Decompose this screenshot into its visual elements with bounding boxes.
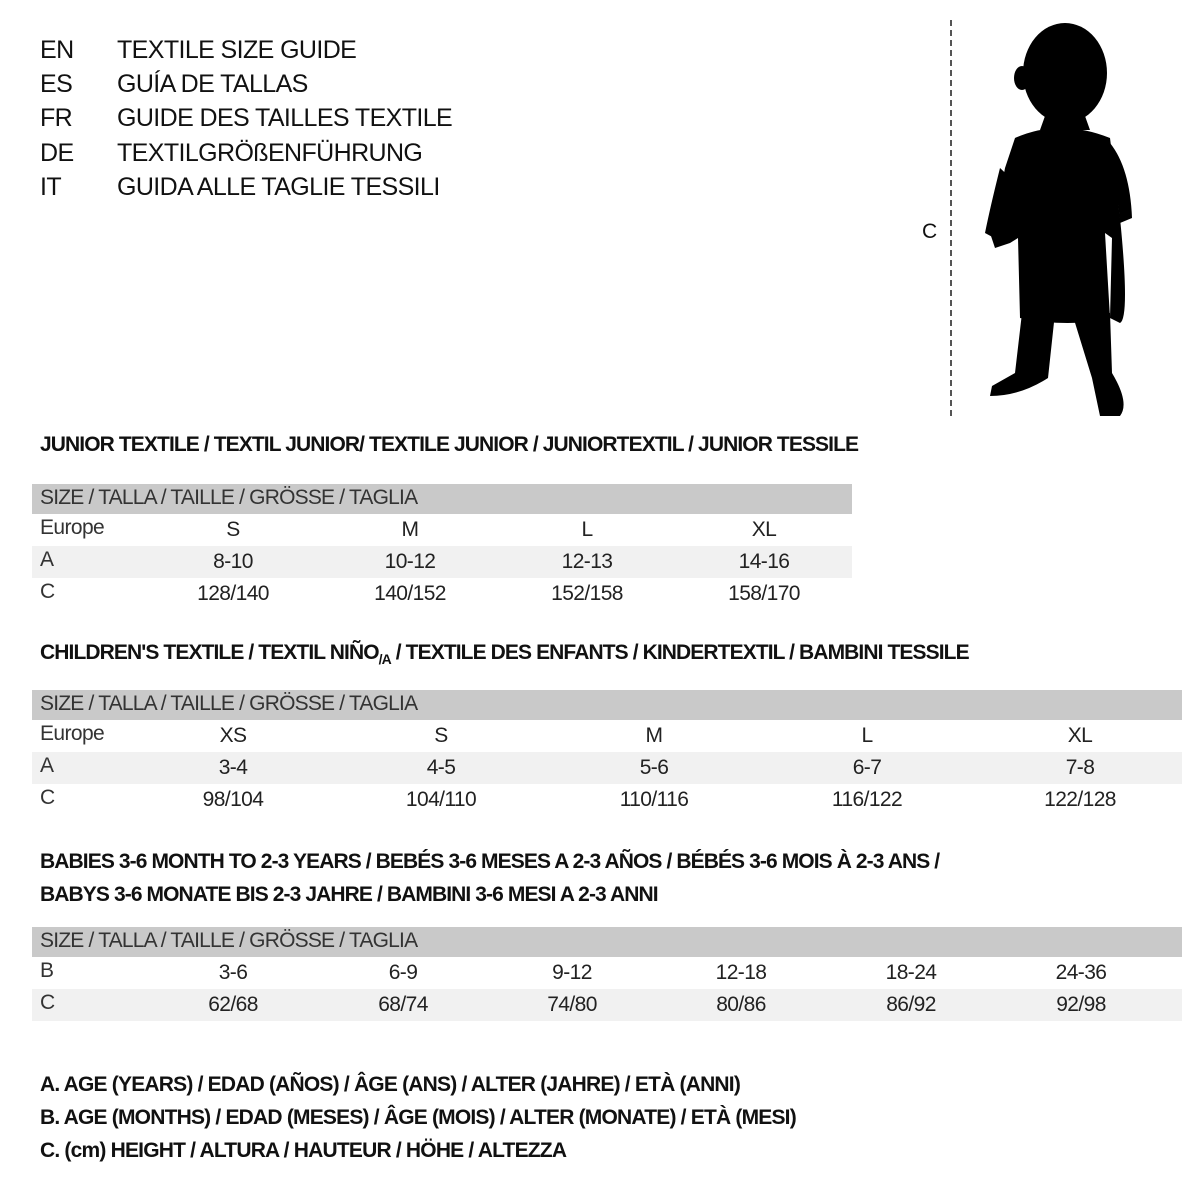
table-row: Europe S M L XL	[32, 514, 852, 546]
babies-section-title-line2: BABYS 3-6 MONATE BIS 2-3 JAHRE / BAMBINI…	[40, 883, 659, 906]
table-header-label: SIZE / TALLA / TAILLE / GRÖSSE / TAGLIA	[40, 929, 418, 952]
title-text: GUÍA DE TALLAS	[117, 70, 308, 98]
row-label: C	[40, 580, 55, 603]
row-label: Europe	[40, 516, 105, 539]
babies-size-table: SIZE / TALLA / TAILLE / GRÖSSE / TAGLIA …	[32, 927, 1182, 1021]
title-part: / TEXTILE DES ENFANTS / KINDERTEXTIL / B…	[390, 641, 970, 664]
table-cell: 68/74	[378, 993, 428, 1016]
lang-code: DE	[40, 139, 74, 167]
row-label: B	[40, 959, 54, 982]
table-cell: XS	[219, 724, 247, 747]
table-cell: 110/116	[619, 788, 689, 811]
table-cell: 122/128	[1044, 788, 1116, 811]
table-cell: L	[861, 724, 873, 747]
legend-item: A. AGE (YEARS) / EDAD (AÑOS) / ÂGE (ANS)…	[40, 1073, 741, 1096]
table-cell: 9-12	[552, 961, 592, 984]
table-cell: M	[645, 724, 664, 747]
lang-code: ES	[40, 70, 73, 98]
table-cell: 116/122	[831, 788, 903, 811]
table-cell: S	[226, 518, 240, 541]
table-cell: 128/140	[197, 582, 269, 605]
title-part: CHILDREN'S TEXTILE / TEXTIL NIÑO	[40, 641, 380, 664]
table-header-row: SIZE / TALLA / TAILLE / GRÖSSE / TAGLIA	[32, 690, 1182, 720]
lang-code: FR	[40, 104, 73, 132]
table-cell: 3-6	[218, 961, 248, 984]
table-row: C 128/140 140/152 152/158 158/170	[32, 578, 852, 610]
table-cell: 74/80	[547, 993, 597, 1016]
table-cell: 5-6	[639, 756, 669, 779]
table-cell: 80/86	[716, 993, 766, 1016]
title-text: GUIDA ALLE TAGLIE TESSILI	[117, 173, 440, 201]
table-row: Europe XS S M L XL	[32, 720, 1182, 752]
table-cell: 92/98	[1056, 993, 1106, 1016]
row-label: C	[40, 786, 55, 809]
table-cell: 4-5	[426, 756, 456, 779]
row-label: A	[40, 548, 54, 571]
table-cell: 8-10	[213, 550, 253, 573]
table-cell: 24-36	[1055, 961, 1107, 984]
junior-size-table: SIZE / TALLA / TAILLE / GRÖSSE / TAGLIA …	[32, 484, 852, 610]
table-cell: 10-12	[384, 550, 436, 573]
table-cell: 3-4	[218, 756, 248, 779]
table-cell: 62/68	[208, 993, 258, 1016]
table-cell: XL	[1067, 724, 1093, 747]
title-text: TEXTILE SIZE GUIDE	[117, 36, 357, 64]
height-measure-label: C	[922, 220, 937, 243]
table-header-label: SIZE / TALLA / TAILLE / GRÖSSE / TAGLIA	[40, 486, 418, 509]
table-cell: 86/92	[886, 993, 936, 1016]
table-row: B 3-6 6-9 9-12 12-18 18-24 24-36	[32, 957, 1182, 989]
row-label: Europe	[40, 722, 105, 745]
table-cell: 14-16	[738, 550, 790, 573]
row-label: A	[40, 754, 54, 777]
child-silhouette-icon	[985, 23, 1132, 416]
lang-code: IT	[40, 173, 62, 201]
table-row: C 98/104 104/110 110/116 116/122 122/128	[32, 784, 1182, 816]
legend-item: B. AGE (MONTHS) / EDAD (MESES) / ÂGE (MO…	[40, 1106, 797, 1129]
table-cell: 98/104	[202, 788, 264, 811]
table-row: C 62/68 68/74 74/80 80/86 86/92 92/98	[32, 989, 1182, 1021]
table-row: A 3-4 4-5 5-6 6-7 7-8	[32, 752, 1182, 784]
table-cell: 140/152	[374, 582, 446, 605]
table-header-row: SIZE / TALLA / TAILLE / GRÖSSE / TAGLIA	[32, 484, 852, 514]
table-cell: M	[401, 518, 420, 541]
table-cell: 6-7	[852, 756, 882, 779]
table-cell: 158/170	[728, 582, 800, 605]
legend-item: C. (cm) HEIGHT / ALTURA / HAUTEUR / HÖHE…	[40, 1139, 567, 1162]
table-cell: XL	[751, 518, 777, 541]
height-measure-line	[950, 20, 952, 416]
table-cell: S	[434, 724, 448, 747]
lang-code: EN	[40, 36, 74, 64]
table-header-label: SIZE / TALLA / TAILLE / GRÖSSE / TAGLIA	[40, 692, 418, 715]
table-row: A 8-10 10-12 12-13 14-16	[32, 546, 852, 578]
table-cell: 12-18	[715, 961, 767, 984]
table-cell: 152/158	[551, 582, 623, 605]
table-header-row: SIZE / TALLA / TAILLE / GRÖSSE / TAGLIA	[32, 927, 1182, 957]
table-cell: 7-8	[1065, 756, 1095, 779]
table-cell: L	[581, 518, 593, 541]
table-cell: 6-9	[388, 961, 418, 984]
title-text: TEXTILGRÖßENFÜHRUNG	[117, 139, 423, 167]
table-cell: 18-24	[885, 961, 937, 984]
table-cell: 104/110	[405, 788, 477, 811]
junior-section-title: JUNIOR TEXTILE / TEXTIL JUNIOR/ TEXTILE …	[40, 433, 859, 456]
title-subscript: /A	[378, 651, 392, 667]
title-text: GUIDE DES TAILLES TEXTILE	[117, 104, 453, 132]
babies-section-title-line1: BABIES 3-6 MONTH TO 2-3 YEARS / BEBÉS 3-…	[40, 850, 940, 873]
children-section-title: CHILDREN'S TEXTILE / TEXTIL NIÑO/A / TEX…	[40, 641, 970, 667]
table-cell: 12-13	[561, 550, 613, 573]
children-size-table: SIZE / TALLA / TAILLE / GRÖSSE / TAGLIA …	[32, 690, 1182, 816]
row-label: C	[40, 991, 55, 1014]
